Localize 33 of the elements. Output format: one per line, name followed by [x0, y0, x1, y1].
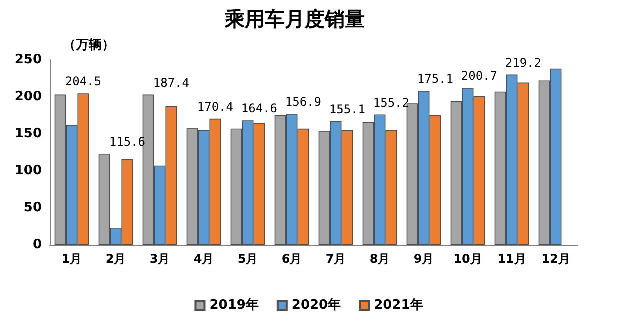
y-tick-label: 200 [14, 90, 42, 104]
x-tick-label: 4月 [194, 252, 214, 266]
data-label: 156.9 [285, 95, 322, 110]
x-tick-label: 3月 [150, 252, 170, 266]
data-label: 175.1 [417, 72, 454, 86]
x-tick-label: 2月 [106, 252, 126, 266]
data-label: 155.2 [373, 96, 410, 110]
data-label: 170.4 [197, 100, 234, 114]
x-tick-label: 10月 [454, 252, 482, 266]
data-label: 164.6 [241, 102, 278, 116]
y-axis-title: （万辆） [63, 38, 115, 53]
x-tick-label: 5月 [238, 252, 258, 266]
x-tick-label: 8月 [370, 252, 390, 266]
data-label: 219.2 [505, 56, 542, 70]
y-tick-label: 0 [32, 238, 42, 252]
data-label: 204.5 [65, 74, 102, 89]
x-tick-label: 7月 [326, 252, 346, 266]
data-label: 187.4 [153, 76, 190, 90]
legend-label: 2020年 [292, 298, 342, 313]
data-label: 200.7 [461, 69, 498, 84]
legend-label: 2019年 [210, 298, 259, 313]
x-tick-label: 11月 [498, 252, 526, 266]
data-label: 155.1 [329, 102, 366, 116]
legend-label: 2021年 [374, 298, 424, 313]
x-tick-label: 9月 [414, 252, 434, 266]
x-tick-label: 1月 [62, 252, 82, 266]
x-tick-label: 6月 [282, 252, 302, 266]
y-tick-label: 100 [14, 164, 42, 178]
x-tick-label: 12月 [542, 252, 570, 266]
y-tick-label: 150 [14, 126, 42, 142]
chart-title: 乘用车月度销量 [224, 7, 365, 31]
y-tick-label: 50 [24, 200, 42, 216]
y-tick-label: 250 [14, 52, 42, 68]
